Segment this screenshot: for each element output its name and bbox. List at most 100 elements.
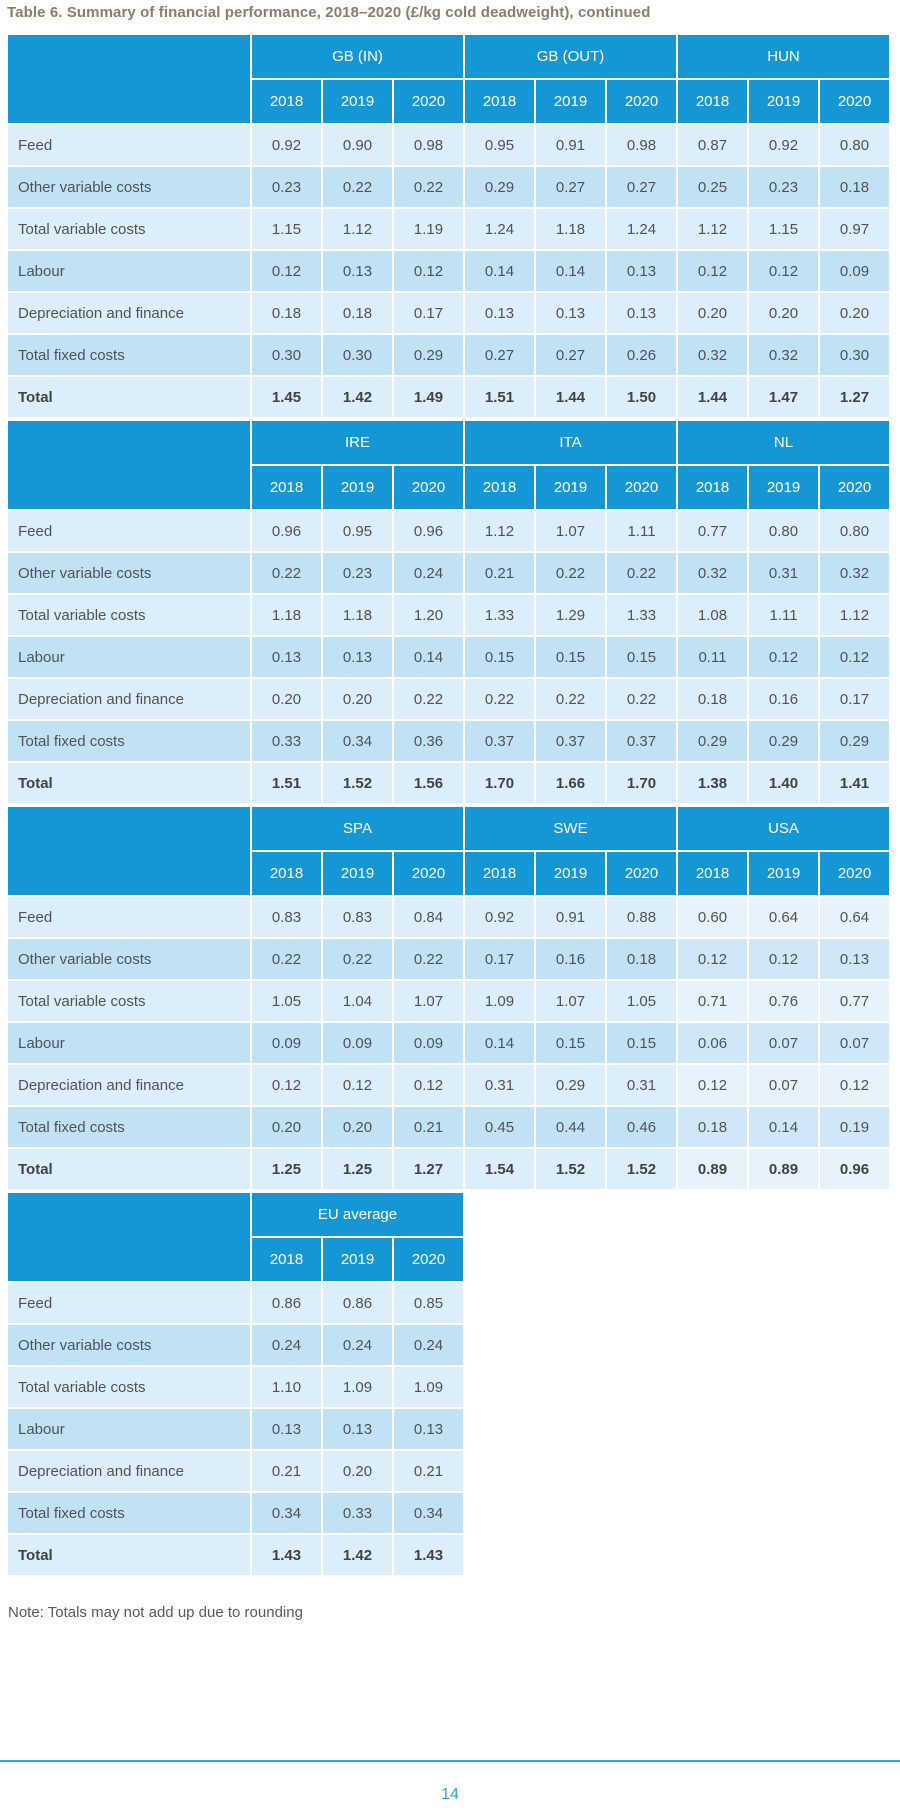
year-header: 2018 <box>250 1236 323 1283</box>
value-cell: 0.22 <box>321 165 394 209</box>
value-cell: 0.13 <box>818 937 891 981</box>
value-cell: 1.24 <box>605 207 678 251</box>
table-row: Total variable costs 1.10 1.09 1.09 <box>6 1365 465 1409</box>
value-cell: 0.30 <box>250 333 323 377</box>
value-cell: 0.22 <box>250 551 323 595</box>
year-header: 2019 <box>321 464 394 511</box>
value-cell: 0.22 <box>321 937 394 981</box>
value-cell: 0.22 <box>605 551 678 595</box>
value-cell: 0.12 <box>392 1063 465 1107</box>
year-header: 2020 <box>818 850 891 897</box>
row-label: Feed <box>6 509 252 553</box>
value-cell: 1.43 <box>392 1533 465 1577</box>
row-label: Total <box>6 761 252 805</box>
value-cell: 0.16 <box>534 937 607 981</box>
year-header: 2019 <box>321 1236 394 1283</box>
value-cell: 0.18 <box>676 1105 749 1149</box>
value-cell: 1.18 <box>250 593 323 637</box>
value-cell: 0.12 <box>747 635 820 679</box>
row-label: Other variable costs <box>6 1323 252 1367</box>
value-cell: 0.22 <box>534 551 607 595</box>
table-row: Total 1.45 1.42 1.49 1.51 1.44 1.50 1.44 1.47 1.2… <box>6 375 891 419</box>
table-row: Total variable costs 1.18 1.18 1.20 1.33 1.29… <box>6 593 891 637</box>
value-cell: 0.27 <box>463 333 536 377</box>
year-header: 2020 <box>605 464 678 511</box>
value-cell: 1.24 <box>463 207 536 251</box>
value-cell: 1.51 <box>250 761 323 805</box>
value-cell: 0.24 <box>321 1323 394 1367</box>
value-cell: 0.27 <box>534 165 607 209</box>
value-cell: 0.17 <box>463 937 536 981</box>
value-cell: 0.89 <box>676 1147 749 1191</box>
value-cell: 0.32 <box>676 551 749 595</box>
value-cell: 0.24 <box>392 1323 465 1367</box>
value-cell: 0.18 <box>676 677 749 721</box>
financial-table-block-4: EU average 2018 2019 2020 Feed 0.86 0.86 0.85 Ot… <box>6 1191 465 1577</box>
country-group-header: HUN <box>676 33 891 80</box>
value-cell: 0.77 <box>676 509 749 553</box>
value-cell: 1.45 <box>250 375 323 419</box>
value-cell: 1.52 <box>321 761 394 805</box>
year-header: 2020 <box>392 464 465 511</box>
value-cell: 0.27 <box>534 333 607 377</box>
value-cell: 0.22 <box>463 677 536 721</box>
value-cell: 0.31 <box>605 1063 678 1107</box>
value-cell: 0.29 <box>534 1063 607 1107</box>
value-cell: 0.13 <box>250 635 323 679</box>
value-cell: 1.11 <box>605 509 678 553</box>
value-cell: 0.12 <box>818 635 891 679</box>
value-cell: 0.95 <box>463 123 536 167</box>
value-cell: 0.77 <box>818 979 891 1023</box>
table-row: Labour 0.12 0.13 0.12 0.14 0.14 0.13 0.12 0.12 0.… <box>6 249 891 293</box>
table-row: Other variable costs 0.24 0.24 0.24 <box>6 1323 465 1367</box>
row-label: Total variable costs <box>6 593 252 637</box>
value-cell: 0.13 <box>321 249 394 293</box>
year-header: 2020 <box>392 850 465 897</box>
value-cell: 0.30 <box>818 333 891 377</box>
value-cell: 0.23 <box>747 165 820 209</box>
year-header: 2020 <box>818 464 891 511</box>
value-cell: 1.52 <box>534 1147 607 1191</box>
value-cell: 0.32 <box>676 333 749 377</box>
row-label: Other variable costs <box>6 937 252 981</box>
value-cell: 0.24 <box>250 1323 323 1367</box>
row-label: Total variable costs <box>6 979 252 1023</box>
year-header: 2018 <box>463 78 536 125</box>
header-corner <box>6 805 252 897</box>
page-number: 14 <box>441 1786 459 1803</box>
value-cell: 0.98 <box>392 123 465 167</box>
value-cell: 0.15 <box>605 1021 678 1065</box>
value-cell: 1.41 <box>818 761 891 805</box>
value-cell: 0.17 <box>818 677 891 721</box>
value-cell: 1.29 <box>534 593 607 637</box>
value-cell: 0.86 <box>321 1281 394 1325</box>
value-cell: 0.64 <box>818 895 891 939</box>
country-group-header: GB (OUT) <box>463 33 678 80</box>
table-row: Total variable costs 1.05 1.04 1.07 1.09 1.07… <box>6 979 891 1023</box>
value-cell: 1.19 <box>392 207 465 251</box>
row-label: Total variable costs <box>6 1365 252 1409</box>
year-header: 2019 <box>747 850 820 897</box>
value-cell: 0.20 <box>250 1105 323 1149</box>
financial-table-block-2: IRE ITA NL 2018 2019 2020 2018 2019 2020 2018 2019… <box>6 419 891 805</box>
table-row: Total 1.25 1.25 1.27 1.54 1.52 1.52 0.89 0.89 0.9… <box>6 1147 891 1191</box>
value-cell: 1.20 <box>392 593 465 637</box>
value-cell: 0.14 <box>392 635 465 679</box>
year-header: 2020 <box>392 78 465 125</box>
value-cell: 1.56 <box>392 761 465 805</box>
year-header: 2019 <box>534 850 607 897</box>
value-cell: 0.12 <box>747 937 820 981</box>
value-cell: 0.29 <box>676 719 749 763</box>
table-row: Feed 0.86 0.86 0.85 <box>6 1281 465 1325</box>
table-row: Feed 0.92 0.90 0.98 0.95 0.91 0.98 0.87 0.92 0.80 <box>6 123 891 167</box>
value-cell: 0.71 <box>676 979 749 1023</box>
value-cell: 0.34 <box>321 719 394 763</box>
value-cell: 0.20 <box>250 677 323 721</box>
value-cell: 0.23 <box>250 165 323 209</box>
table-row: Feed 0.96 0.95 0.96 1.12 1.07 1.11 0.77 0.80 0.80 <box>6 509 891 553</box>
value-cell: 0.24 <box>392 551 465 595</box>
table-row: Depreciation and finance 0.21 0.20 0.21 <box>6 1449 465 1493</box>
value-cell: 0.12 <box>250 1063 323 1107</box>
value-cell: 1.54 <box>463 1147 536 1191</box>
